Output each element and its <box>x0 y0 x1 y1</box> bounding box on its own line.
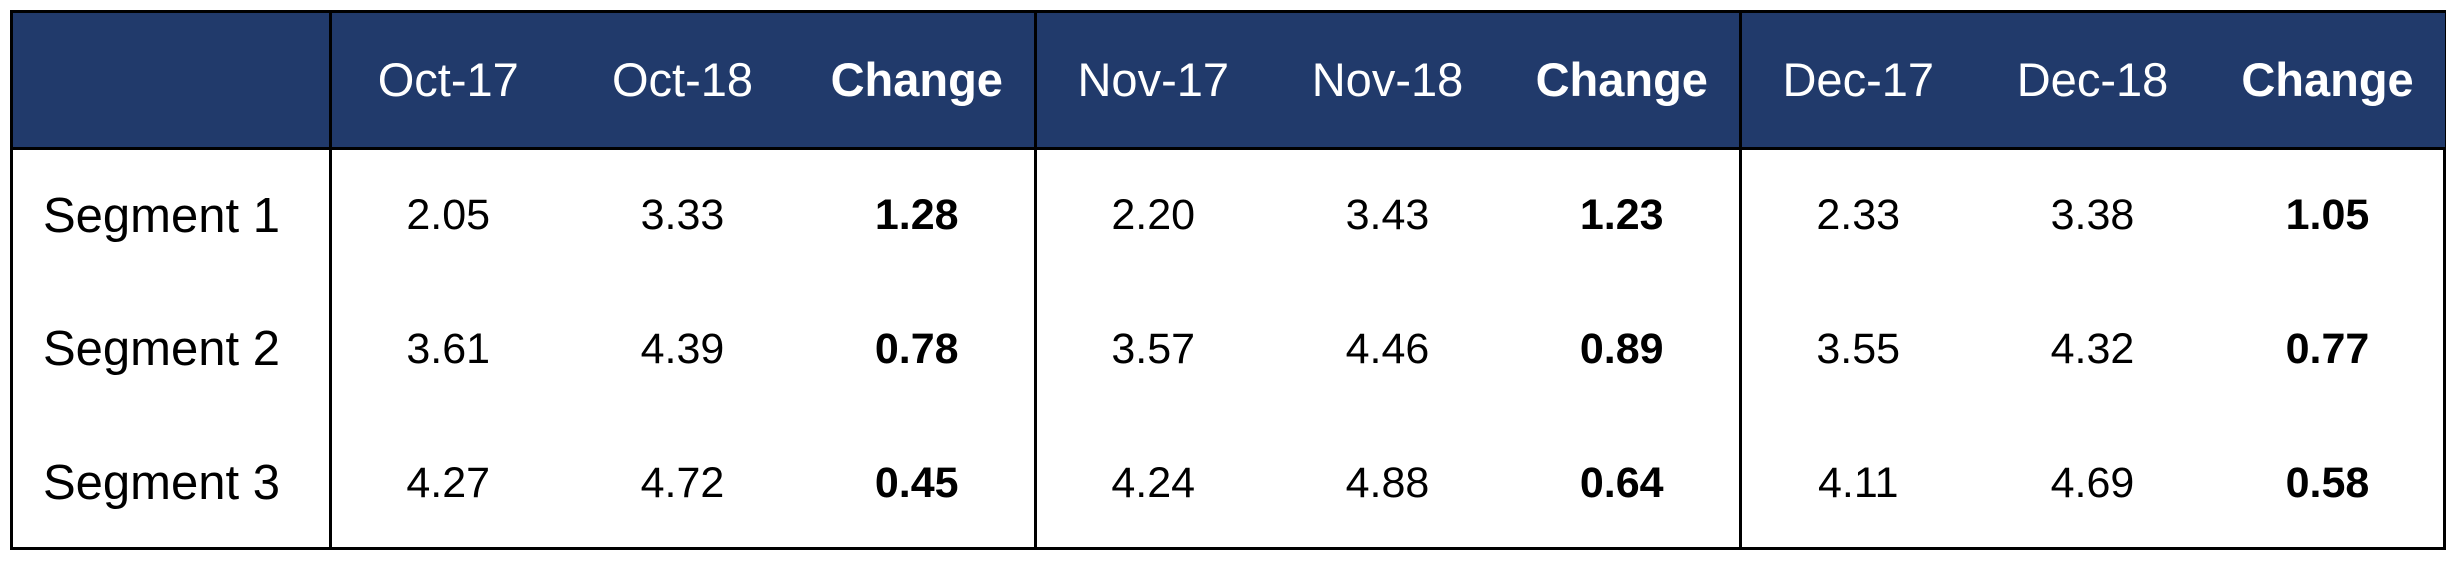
segment-comparison-table: Oct-17 Oct-18 Change Nov-17 Nov-18 Chang… <box>13 13 2445 550</box>
table-cell: 3.38 <box>2050 191 2135 240</box>
header-oct-change: Change <box>800 13 1035 150</box>
table-row: Segment 1 2.05 3.33 1.28 2.20 3.43 1.23 … <box>13 148 2445 282</box>
table-cell: 3.61 <box>328 282 565 416</box>
header-oct-17: Oct-17 <box>328 13 565 150</box>
table-cell: 4.27 <box>328 416 565 550</box>
table-cell: 3.43 <box>1345 191 1430 240</box>
change-cell: 1.05 <box>2285 191 2370 240</box>
table-cell: 4.39 <box>640 324 725 373</box>
table-cell: 4.46 <box>1345 324 1430 373</box>
row-label: Segment 3 <box>43 456 280 510</box>
change-cell: 0.45 <box>874 458 959 507</box>
data-table-frame: Oct-17 Oct-18 Change Nov-17 Nov-18 Chang… <box>10 10 2446 550</box>
table-cell: 4.88 <box>1345 458 1430 507</box>
row-label: Segment 1 <box>43 188 280 243</box>
change-cell: 1.28 <box>874 191 959 240</box>
table-cell: 4.69 <box>2050 458 2135 507</box>
table-cell: 2.33 <box>1738 148 1975 282</box>
table-cell: 3.55 <box>1738 282 1975 416</box>
table-cell: 2.20 <box>1033 148 1270 282</box>
change-cell: 0.64 <box>1579 458 1664 507</box>
change-cell: 0.78 <box>874 324 959 373</box>
table-cell: 2.05 <box>328 148 565 282</box>
row-label: Segment 2 <box>43 322 280 376</box>
table-cell: 4.24 <box>1033 416 1270 550</box>
change-cell: 0.58 <box>2285 458 2370 507</box>
change-cell: 0.77 <box>2285 324 2370 373</box>
table-cell: 3.33 <box>640 191 725 240</box>
table-cell: 4.72 <box>640 458 725 507</box>
table-row: Segment 2 3.61 4.39 0.78 3.57 4.46 0.89 … <box>13 282 2445 416</box>
header-corner-cell <box>13 13 330 150</box>
header-nov-18: Nov-18 <box>1270 13 1505 150</box>
table-cell: 4.11 <box>1738 416 1975 550</box>
header-oct-18: Oct-18 <box>565 13 800 150</box>
header-nov-change: Change <box>1505 13 1740 150</box>
header-nov-17: Nov-17 <box>1033 13 1270 150</box>
header-row: Oct-17 Oct-18 Change Nov-17 Nov-18 Chang… <box>13 13 2445 150</box>
header-dec-change: Change <box>2210 13 2445 150</box>
table-cell: 4.32 <box>2050 324 2135 373</box>
table-row: Segment 3 4.27 4.72 0.45 4.24 4.88 0.64 … <box>13 416 2445 550</box>
header-dec-18: Dec-18 <box>1975 13 2210 150</box>
header-dec-17: Dec-17 <box>1738 13 1975 150</box>
change-cell: 1.23 <box>1579 191 1664 240</box>
change-cell: 0.89 <box>1579 324 1664 373</box>
table-cell: 3.57 <box>1033 282 1270 416</box>
